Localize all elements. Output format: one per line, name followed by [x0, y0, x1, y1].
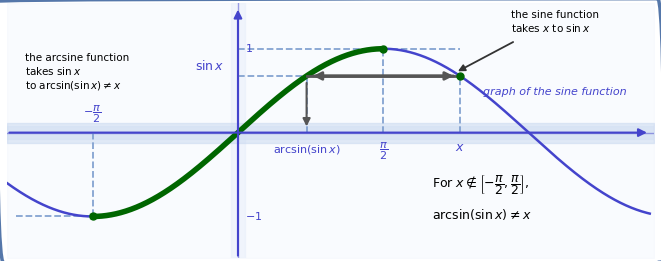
Text: the sine function
takes $x$ to $\sin x$: the sine function takes $x$ to $\sin x$ — [511, 10, 599, 34]
Text: $-\dfrac{\pi}{2}$: $-\dfrac{\pi}{2}$ — [83, 104, 102, 125]
Text: For $x \notin \left[-\dfrac{\pi}{2}, \dfrac{\pi}{2}\right],$: For $x \notin \left[-\dfrac{\pi}{2}, \df… — [432, 173, 529, 197]
Text: $\dfrac{\pi}{2}$: $\dfrac{\pi}{2}$ — [379, 141, 388, 162]
Text: $\sin x$: $\sin x$ — [194, 59, 224, 73]
Text: $x$: $x$ — [455, 141, 465, 154]
Text: $-1$: $-1$ — [245, 210, 262, 222]
Text: graph of the sine function: graph of the sine function — [483, 87, 627, 97]
Bar — [231, 3, 245, 258]
Text: 1: 1 — [245, 44, 253, 54]
Bar — [7, 126, 654, 139]
Text: the arcsine function
takes $\sin x$
to $\arcsin(\sin x) \neq x$: the arcsine function takes $\sin x$ to $… — [25, 53, 130, 92]
Text: $\arcsin(\sin x)$: $\arcsin(\sin x)$ — [273, 144, 340, 157]
Text: $\arcsin(\sin x) \neq x$: $\arcsin(\sin x) \neq x$ — [432, 207, 532, 222]
